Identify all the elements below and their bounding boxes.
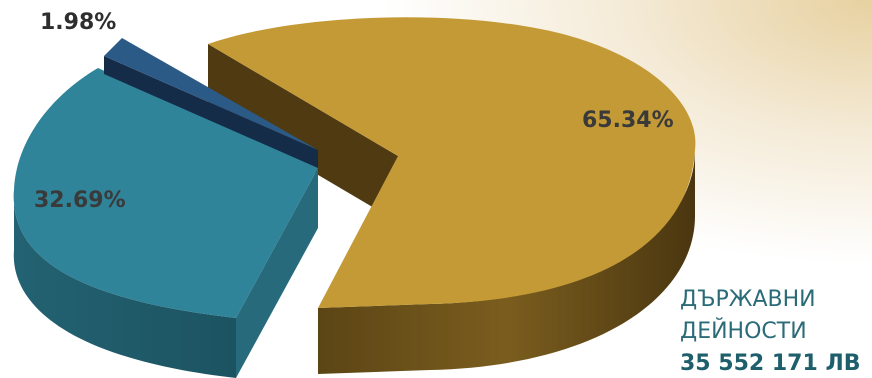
- annotation-line-1: ДЪРЖАВНИ: [680, 287, 816, 312]
- annotation-line-2: ДЕЙНОСТИ: [680, 319, 807, 344]
- pie-slice-teal-side: [13, 190, 236, 378]
- pie-slice-blue-side: [104, 56, 318, 168]
- pie-slice-blue: [104, 38, 318, 168]
- slice-label-teal: 32.69%: [34, 188, 126, 213]
- pie-slice-blue-top: [104, 38, 318, 150]
- slice-label-gold: 65.34%: [582, 108, 674, 133]
- pie-slice-gold-side: [318, 150, 695, 374]
- pie-slice-teal-cut: [236, 168, 318, 378]
- slice-label-blue: 1.98%: [40, 10, 117, 35]
- annotation-amount: 35 552 171 ЛВ: [680, 351, 861, 376]
- pie-slice-gold-cut: [208, 44, 398, 222]
- pie-slice-gold: [208, 17, 696, 374]
- pie-slice-teal: [13, 68, 318, 378]
- pie-slice-gold-top: [208, 17, 696, 308]
- pie-slice-teal-top: [13, 68, 318, 318]
